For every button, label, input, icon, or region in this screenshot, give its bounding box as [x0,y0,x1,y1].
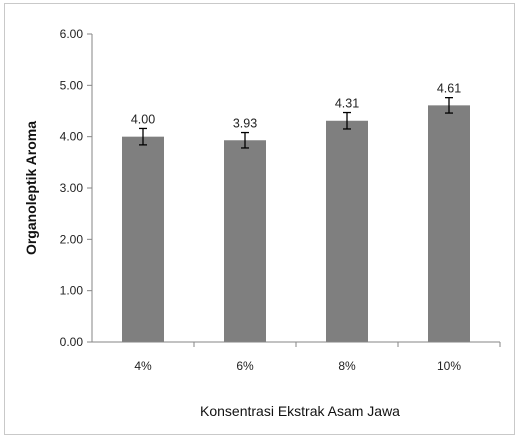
y-tick-label: 2.00 [60,232,84,246]
x-tick-label: 6% [236,359,254,373]
y-tick-label: 0.00 [60,335,84,349]
y-axis-title: Organoleptik Aroma [23,121,39,255]
x-tick-label: 4% [134,359,152,373]
bar [326,120,368,343]
y-tick-label: 4.00 [60,130,84,144]
y-tick-label: 1.00 [60,284,84,298]
x-axis-title: Konsentrasi Ekstrak Asam Jawa [200,403,400,419]
y-tick-label: 5.00 [60,78,84,92]
y-tick-label: 6.00 [60,27,84,41]
data-label: 4.61 [437,82,461,96]
x-tick-label: 10% [437,359,461,373]
x-axis-ticks: 4% 6% 8% 10% [134,342,501,373]
data-labels: 4.00 3.93 4.31 4.61 [131,82,461,131]
bars [122,105,470,343]
y-axis-ticks: 0.00 1.00 2.00 3.00 4.00 5.00 6.00 [60,27,92,349]
data-label: 4.00 [131,112,155,126]
y-tick-label: 3.00 [60,181,84,195]
x-tick-label: 8% [338,359,356,373]
bar [224,140,266,342]
data-label: 3.93 [233,117,257,131]
error-bars [139,97,453,149]
bar [122,136,164,342]
bar [428,105,470,342]
data-label: 4.31 [335,97,359,111]
